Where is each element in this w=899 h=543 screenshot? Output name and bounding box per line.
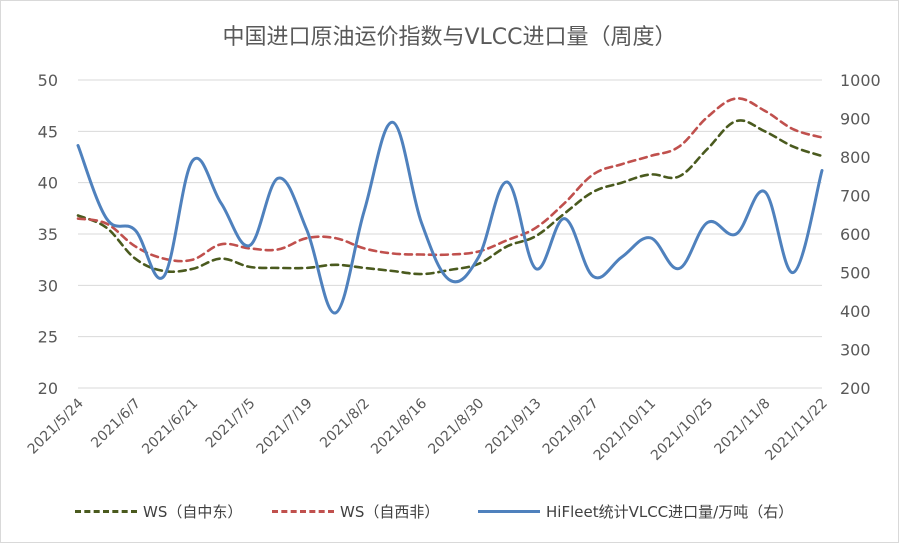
legend-item-vlcc-imports: HiFleet统计VLCC进口量/万吨（右） [478, 498, 793, 524]
right-tick-label: 500 [840, 264, 871, 283]
series-line-vlcc-imports [76, 120, 824, 315]
right-tick-label: 400 [840, 302, 871, 321]
x-tick-label: 2021/8/2 [317, 396, 373, 452]
series-line-ws-middle-east [76, 119, 824, 276]
right-tick-label: 1000 [840, 71, 881, 90]
chart-title: 中国进口原油运价指数与VLCC进口量（周度） [222, 25, 676, 50]
legend-label-ws-west-africa: WS（自西非） [340, 502, 440, 521]
left-tick-label: 30 [38, 276, 58, 295]
x-tick-label: 2021/7/19 [254, 396, 316, 458]
x-tick-label: 2021/10/25 [648, 396, 716, 464]
right-axis-ticks: 200 300 400 500 600 700 800 900 1000 [840, 71, 881, 398]
x-tick-label: 2021/5/24 [25, 395, 87, 457]
legend-label-vlcc-imports: HiFleet统计VLCC进口量/万吨（右） [546, 502, 794, 521]
x-tick-label: 2021/9/13 [483, 396, 545, 458]
left-axis-ticks: 20 25 30 35 40 45 50 [38, 71, 58, 398]
legend: WS（自中东） WS（自西非） HiFleet统计VLCC进口量/万吨（右） [0, 498, 899, 526]
legend-item-ws-west-africa: WS（自西非） [272, 498, 439, 524]
right-tick-label: 200 [840, 379, 871, 398]
x-tick-label: 2021/8/30 [425, 396, 487, 458]
left-tick-label: 20 [38, 379, 58, 398]
right-tick-label: 800 [840, 148, 871, 167]
x-tick-label: 2021/11/8 [712, 396, 774, 458]
x-tick-label: 2021/9/27 [540, 396, 602, 458]
right-tick-label: 300 [840, 341, 871, 360]
left-tick-label: 25 [38, 328, 58, 347]
right-tick-label: 700 [840, 187, 871, 206]
x-tick-label: 2021/6/7 [88, 396, 144, 452]
x-tick-label: 2021/6/21 [139, 396, 201, 458]
left-tick-label: 50 [38, 71, 58, 90]
chart-canvas: 中国进口原油运价指数与VLCC进口量（周度） 20 25 30 35 40 45 50 20… [25, 25, 881, 464]
gridlines [78, 79, 822, 389]
series-layer [76, 97, 824, 315]
legend-swatch-vlcc-imports [478, 509, 540, 513]
x-tick-label: 2021/11/22 [762, 396, 830, 464]
x-tick-label: 2021/7/5 [203, 396, 259, 452]
left-tick-label: 45 [38, 122, 58, 141]
left-tick-label: 40 [38, 174, 58, 193]
right-tick-label: 900 [840, 110, 871, 129]
left-tick-label: 35 [38, 225, 58, 244]
legend-swatch-ws-west-africa [272, 509, 334, 513]
series-line-ws-west-africa [76, 97, 824, 263]
legend-label-ws-middle-east: WS（自中东） [143, 502, 243, 521]
x-tick-label: 2021/8/16 [368, 395, 430, 457]
right-tick-label: 600 [840, 225, 871, 244]
legend-item-ws-middle-east: WS（自中东） [75, 498, 242, 524]
legend-swatch-ws-middle-east [75, 509, 137, 513]
